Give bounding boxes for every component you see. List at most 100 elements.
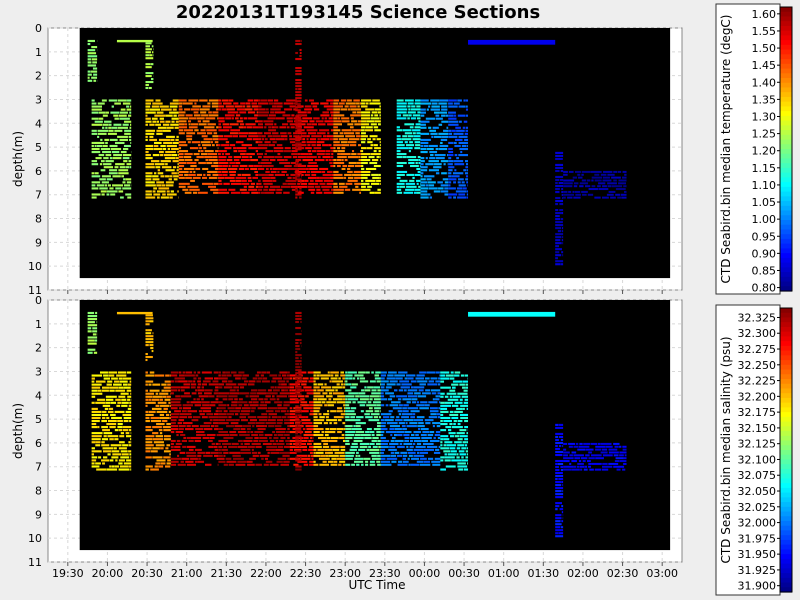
data-cell (246, 428, 251, 431)
data-cell (555, 441, 564, 445)
data-cell (212, 173, 219, 176)
data-cell (261, 135, 266, 138)
data-cell (145, 45, 150, 48)
data-cell (297, 185, 308, 188)
data-cell (410, 117, 416, 120)
data-cell (179, 374, 185, 377)
data-cell (448, 99, 457, 102)
data-cell (258, 120, 263, 123)
data-cell (216, 433, 219, 437)
data-cell (608, 462, 619, 465)
data-cell (608, 190, 616, 193)
data-cell (379, 117, 381, 120)
data-cell (200, 150, 204, 153)
data-cell (373, 144, 378, 147)
data-cell (91, 141, 94, 145)
data-cell (409, 179, 415, 182)
data-cell (383, 416, 390, 419)
data-cell (295, 79, 302, 82)
colorbar-gradient (780, 11, 792, 18)
data-cell (296, 380, 308, 383)
data-cell (145, 447, 152, 450)
data-cell (264, 433, 273, 437)
data-cell (465, 163, 469, 166)
data-cell (190, 108, 200, 111)
colorbar-gradient (780, 30, 792, 36)
data-section (295, 39, 302, 199)
data-cell (145, 413, 154, 417)
data-cell (427, 181, 436, 184)
data-cell (316, 191, 323, 194)
data-cell (417, 156, 421, 159)
data-cell (145, 48, 152, 51)
data-cell (420, 141, 429, 145)
data-cell (91, 46, 98, 49)
data-cell (411, 386, 414, 389)
data-cell (374, 407, 381, 410)
data-cell (582, 460, 586, 463)
data-cell (277, 380, 286, 383)
data-cell (286, 410, 289, 413)
data-cell (555, 169, 560, 173)
data-cell (92, 61, 97, 64)
data-cell (558, 423, 564, 426)
data-cell (242, 374, 249, 377)
data-cell (91, 432, 103, 435)
data-cell (459, 413, 469, 417)
data-cell (464, 419, 469, 423)
data-cell (277, 457, 287, 460)
data-cell (263, 132, 272, 135)
data-cell (457, 465, 468, 468)
data-cell (102, 447, 114, 450)
data-cell (268, 425, 275, 428)
data-cell (448, 105, 458, 108)
data-cell (369, 102, 381, 105)
data-cell (228, 170, 237, 173)
data-cell (229, 431, 237, 434)
colorbar-gradient (780, 445, 792, 451)
data-cell (318, 457, 330, 460)
data-cell (300, 182, 308, 185)
data-cell (289, 422, 295, 425)
data-cell (351, 442, 358, 445)
data-cell (332, 191, 334, 194)
colorbar-frame (715, 304, 781, 596)
data-cell (286, 99, 297, 102)
data-cell (287, 395, 290, 398)
data-cell (357, 105, 360, 108)
data-cell (308, 182, 315, 185)
data-cell (595, 457, 604, 460)
data-cell (152, 120, 157, 123)
data-cell (145, 383, 148, 386)
data-cell (302, 448, 308, 451)
data-cell (227, 167, 238, 171)
data-cell (169, 416, 171, 420)
data-cell (350, 108, 362, 111)
data-cell (420, 190, 428, 193)
data-cell (97, 389, 102, 392)
data-cell (197, 371, 201, 374)
data-cell (347, 123, 354, 126)
data-cell (208, 176, 217, 179)
data-cell (618, 179, 627, 182)
data-cell (326, 108, 334, 111)
data-cell (271, 380, 277, 383)
colorbar-gradient (780, 191, 792, 197)
data-cell (245, 436, 253, 440)
data-cell (218, 123, 222, 126)
data-cell (145, 147, 154, 151)
data-cell (557, 230, 562, 233)
data-cell (370, 123, 377, 126)
data-cell (420, 193, 428, 196)
data-cell (239, 386, 245, 389)
data-cell (303, 407, 313, 410)
data-cell (576, 465, 580, 468)
data-cell (340, 153, 351, 156)
data-cell (145, 335, 154, 338)
data-cell (332, 386, 342, 389)
data-cell (218, 150, 227, 153)
data-cell (257, 451, 261, 454)
data-cell (295, 39, 301, 43)
data-cell (302, 377, 309, 380)
data-cell (171, 147, 179, 151)
